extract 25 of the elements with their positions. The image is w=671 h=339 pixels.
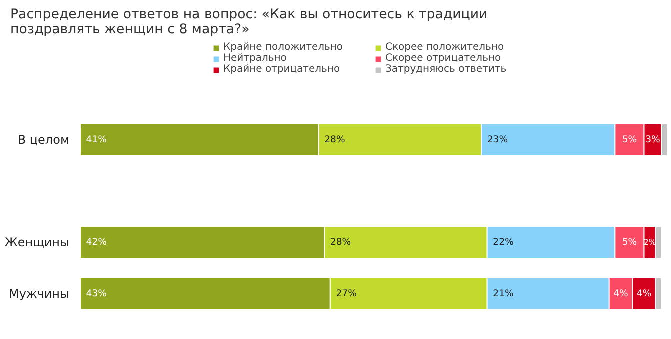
data-label: 4% [636, 288, 652, 300]
data-label: 41% [86, 134, 108, 146]
y-tick-label: Мужчины [9, 286, 70, 301]
y-tick-label: Женщины [4, 236, 70, 250]
chart-title: Распределение ответов на вопрос: «Как вы относитесь к традиции поздравлять женщин с 8 марта?» [10, 8, 488, 38]
data-label: 5% [622, 134, 638, 146]
legend-label: Затрудняюсь ответить [386, 64, 508, 75]
data-label: 5% [622, 237, 638, 248]
legend-label: Крайне отрицательно [224, 64, 342, 75]
legend-label: Скорее отрицательно [386, 53, 502, 64]
data-label: 4% [614, 288, 629, 300]
data-label: 27% [336, 288, 358, 300]
legend-label: Скорее положительно [386, 42, 506, 53]
data-label: 22% [493, 237, 514, 248]
data-label: 23% [487, 134, 508, 146]
legend-label: Крайне положительно [224, 42, 344, 53]
data-label: 28% [324, 134, 346, 146]
data-label: 42% [86, 237, 108, 248]
y-tick-label: В целом [18, 132, 70, 147]
data-label: 43% [86, 288, 108, 300]
data-label: 28% [330, 237, 352, 248]
data-label: 3% [646, 134, 661, 146]
data-label: 21% [493, 288, 514, 300]
data-label: 2% [644, 238, 657, 248]
legend-label: Нейтрально [224, 53, 288, 64]
